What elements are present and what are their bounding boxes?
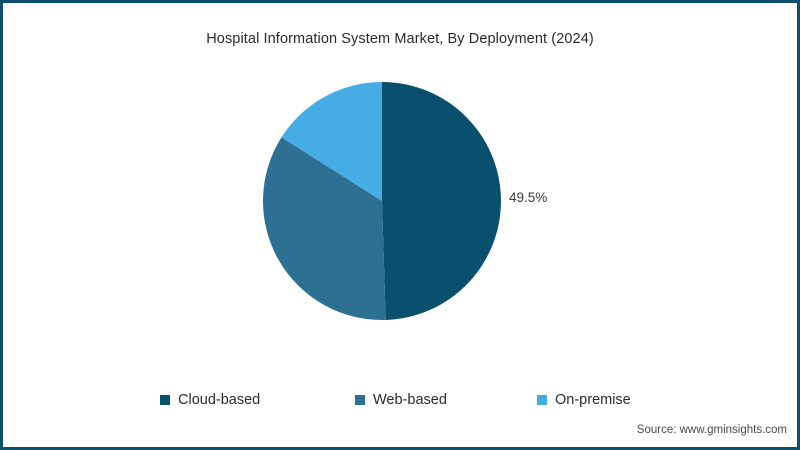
- pie-chart: [263, 82, 501, 320]
- legend-item-cloud-based[interactable]: Cloud-based: [160, 390, 260, 410]
- legend-item-on-premise[interactable]: On-premise: [537, 390, 631, 410]
- chart-legend: Cloud-based Web-based On-premise: [0, 390, 800, 410]
- legend-item-label: On-premise: [555, 392, 631, 408]
- pie-slice[interactable]: [263, 137, 386, 320]
- pie-slice[interactable]: [382, 82, 501, 320]
- legend-item-label: Web-based: [373, 392, 447, 408]
- legend-item-web-based[interactable]: Web-based: [355, 390, 447, 410]
- source-attribution: Source: www.gminsights.com: [636, 424, 787, 436]
- pie-svg: [263, 82, 501, 320]
- chart-title: Hospital Information System Market, By D…: [206, 31, 594, 47]
- pie-slice[interactable]: [281, 82, 382, 201]
- pie-slice-label-cloud-based: 49.5%: [509, 190, 548, 205]
- legend-swatch-icon: [355, 395, 365, 405]
- legend-item-label: Cloud-based: [178, 392, 261, 408]
- legend-swatch-icon: [160, 395, 170, 405]
- legend-swatch-icon: [537, 395, 547, 405]
